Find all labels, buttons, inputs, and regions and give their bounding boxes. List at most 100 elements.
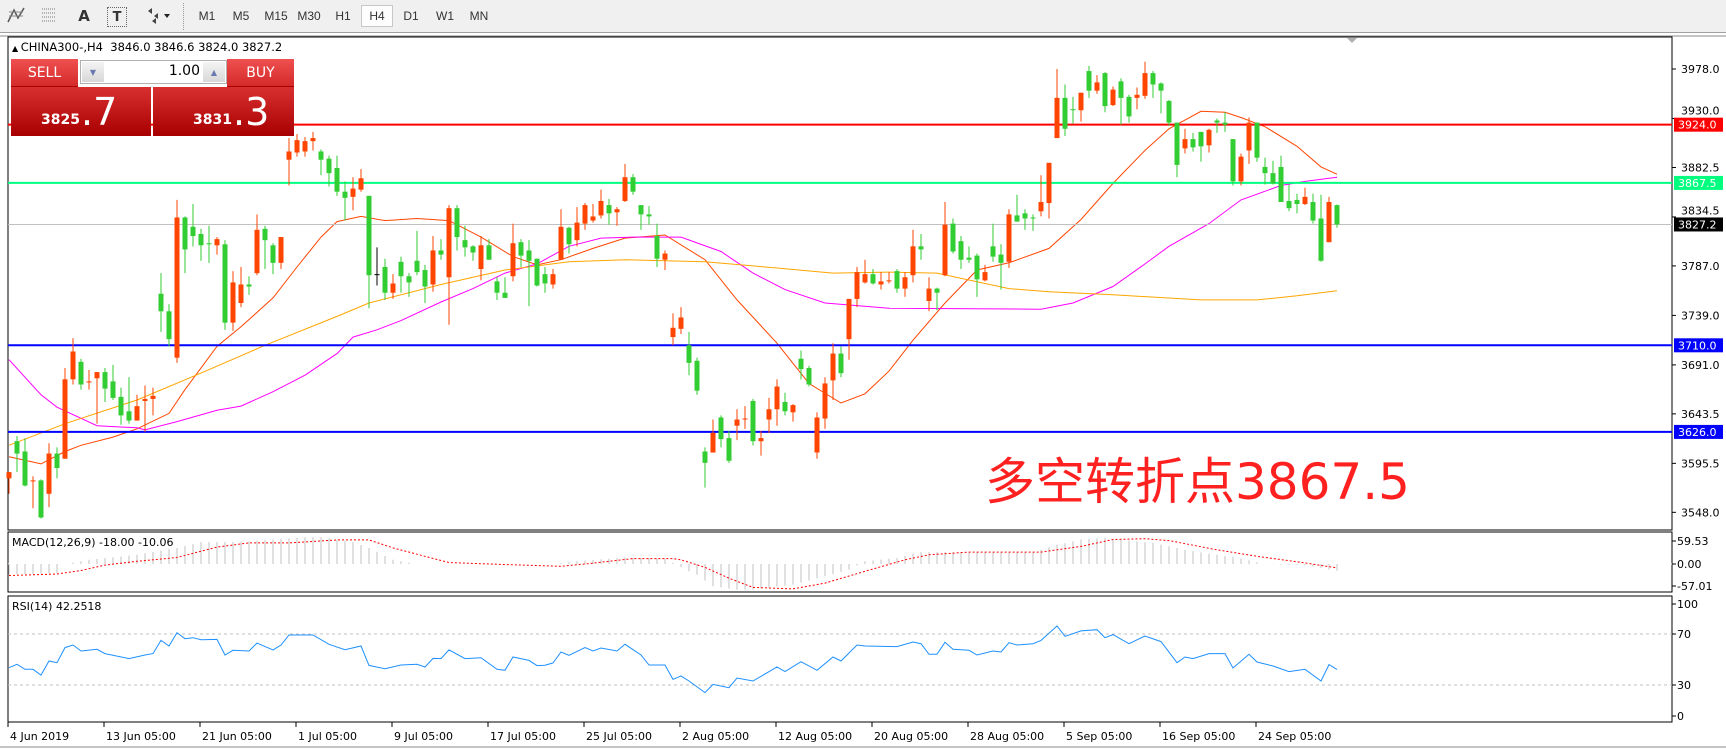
time-axis-label: 13 Jun 05:00 (106, 730, 176, 743)
candle (1230, 139, 1236, 186)
elliott-wave-icon[interactable] (5, 5, 29, 27)
candle (1086, 65, 1092, 98)
candle-body (582, 205, 588, 224)
candle (390, 274, 396, 299)
price-level-marker (1674, 338, 1723, 353)
candle-body (70, 351, 76, 380)
candle (886, 272, 892, 284)
candle-body (878, 281, 884, 285)
collapse-triangle-icon[interactable]: ▲ (12, 44, 21, 53)
candle (502, 277, 508, 298)
sell-button[interactable]: SELL (11, 59, 78, 87)
candle-body (1070, 109, 1076, 111)
lot-increase-button[interactable]: ▲ (203, 62, 225, 82)
buy-price-main: 3831 (193, 112, 232, 128)
candle (414, 230, 420, 276)
timeframe-mn[interactable]: MN (469, 9, 489, 23)
candle-body (446, 208, 452, 278)
candle (102, 367, 108, 403)
candle (126, 377, 132, 424)
candle-body (110, 381, 116, 398)
candle (374, 247, 380, 286)
candle-body (278, 237, 284, 263)
text-label-icon[interactable]: T (107, 7, 127, 27)
candle (798, 350, 804, 380)
candle (982, 264, 988, 282)
candle-body (270, 245, 276, 263)
candle-body (710, 432, 716, 453)
candle-body (22, 451, 28, 486)
candle (1174, 122, 1180, 178)
candle (1166, 99, 1172, 126)
candle (822, 377, 828, 429)
candle-body (1254, 122, 1260, 158)
candle-body (990, 246, 996, 257)
timeframe-m1[interactable]: M1 (198, 9, 216, 23)
lot-decrease-button[interactable]: ▼ (82, 62, 104, 82)
time-axis-label: 16 Sep 05:00 (1162, 730, 1235, 743)
candle (1222, 112, 1228, 132)
candle-body (302, 141, 308, 152)
candle (438, 239, 444, 260)
candle (950, 218, 956, 254)
lot-size-stepper[interactable]: ▼ 1.00 ▲ (80, 60, 227, 84)
candle-body (534, 258, 540, 286)
candle (702, 447, 708, 488)
price-axis-label: 3930.0 (1681, 105, 1720, 118)
candle-body (422, 270, 428, 287)
candle-body (686, 345, 692, 363)
price-axis-label: 3548.0 (1681, 506, 1720, 519)
timeframe-w1[interactable]: W1 (436, 9, 454, 23)
candle (894, 269, 900, 293)
buy-price-button[interactable]: 3831 .3 (153, 87, 294, 136)
text-icon[interactable]: A (78, 7, 90, 25)
timeframe-h4[interactable]: H4 (361, 5, 393, 27)
candle (190, 204, 196, 247)
candle-body (174, 217, 180, 358)
candle-body (702, 451, 708, 463)
rsi-panel (7, 595, 1673, 723)
candle (6, 472, 12, 494)
timeframe-m5[interactable]: M5 (232, 9, 250, 23)
lot-size-input[interactable]: 1.00 (168, 63, 200, 79)
sell-price-button[interactable]: 3825 .7 (11, 87, 151, 136)
buy-button[interactable]: BUY (227, 59, 294, 87)
candle (654, 223, 660, 267)
timeframe-d1[interactable]: D1 (403, 9, 419, 23)
timeframe-m15[interactable]: M15 (264, 9, 288, 23)
candle-body (94, 372, 100, 379)
candle-body (1246, 122, 1252, 151)
timeframe-h1[interactable]: H1 (335, 9, 351, 23)
price-axis-label: 3643.5 (1681, 408, 1720, 421)
arrows-dropdown-icon[interactable] (143, 5, 175, 27)
price-level-marker (1674, 117, 1723, 132)
candle (222, 240, 228, 330)
candle-body (294, 140, 300, 153)
candle (1006, 209, 1012, 268)
rsi-label: RSI(14) 42.2518 (12, 600, 101, 613)
candle (910, 229, 916, 283)
candle-body (1134, 94, 1140, 98)
time-axis-label: 2 Aug 05:00 (682, 730, 749, 743)
candle (1094, 75, 1100, 94)
candle-body (318, 151, 324, 160)
price-axis-label: 3691.0 (1681, 359, 1720, 372)
candle-body (774, 386, 780, 410)
timeframe-m30[interactable]: M30 (297, 9, 321, 23)
candle (854, 266, 860, 308)
candle (310, 131, 316, 151)
time-axis-label: 24 Sep 05:00 (1258, 730, 1331, 743)
candle-body (870, 274, 876, 284)
candle (574, 207, 580, 247)
candle-body (102, 372, 108, 389)
candle-body (790, 405, 796, 413)
candle (86, 370, 92, 390)
price-level-label: 3827.2 (1678, 218, 1717, 231)
candle (62, 367, 68, 459)
candle (166, 304, 172, 347)
candle (1270, 160, 1276, 185)
candle-body (406, 276, 412, 283)
candle (14, 436, 20, 473)
fibonacci-icon[interactable] (39, 5, 63, 27)
